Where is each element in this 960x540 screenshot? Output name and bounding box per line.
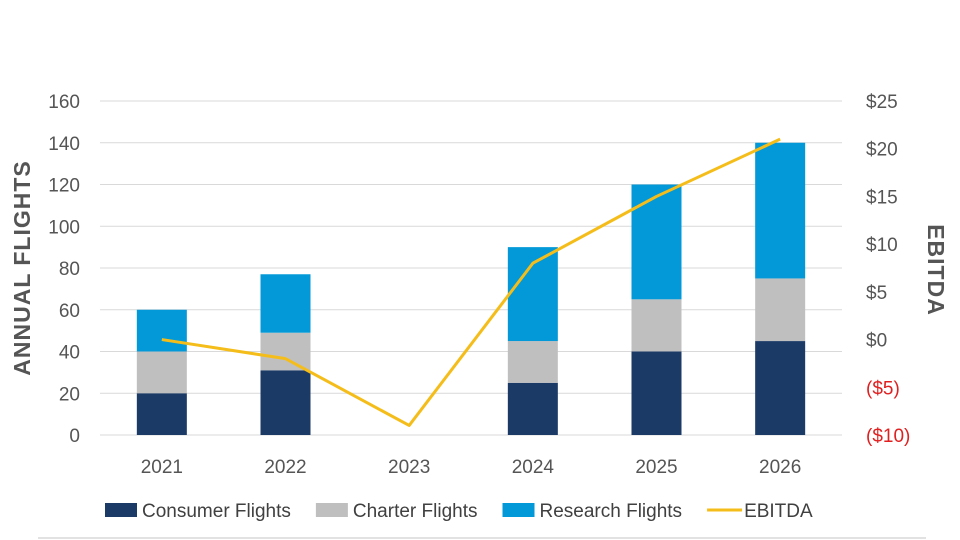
- bar-consumer-flights: [507, 382, 558, 435]
- legend-label-research-flights: Research Flights: [540, 501, 683, 522]
- legend-label-ebitda: EBITDA: [744, 501, 813, 522]
- ebitda-line: [161, 137, 781, 427]
- legend-swatch-charter-flights: [315, 503, 348, 517]
- right-tick-label: ($5): [866, 378, 900, 399]
- bar-consumer-flights: [136, 393, 187, 435]
- y-tick-label: 80: [59, 259, 80, 280]
- bar-charter-flights: [631, 299, 682, 352]
- bar-charter-flights: [507, 341, 558, 383]
- x-axis-ticks: 2021 2022 2023 2024 2025 2026: [141, 457, 802, 478]
- bar-research-flights: [755, 142, 806, 279]
- bar-research-flights: [507, 247, 558, 342]
- bar-research-flights: [631, 184, 682, 300]
- x-tick-label: 2022: [264, 457, 306, 478]
- right-tick-label: $0: [866, 331, 887, 352]
- right-tick-label: $10: [866, 235, 898, 256]
- legend-swatch-consumer-flights: [105, 503, 137, 517]
- legend-label-charter-flights: Charter Flights: [353, 501, 478, 522]
- right-tick-label: $15: [866, 187, 898, 208]
- right-axis-ticks: ($10) ($5) $0 $5 $10 $15 $20 $25: [866, 92, 910, 447]
- right-tick-label: ($10): [866, 426, 910, 447]
- right-tick-label: $25: [866, 92, 898, 113]
- y-tick-label: 160: [48, 92, 80, 113]
- bar-consumer-flights: [755, 341, 806, 435]
- y-tick-label: 0: [69, 426, 80, 447]
- y-tick-label: 20: [59, 384, 80, 405]
- bar-research-flights: [260, 274, 311, 333]
- y-tick-label: 140: [48, 134, 80, 155]
- bar-consumer-flights: [631, 351, 682, 435]
- y-tick-label: 60: [59, 301, 80, 322]
- ebitda-line-layer: [161, 137, 781, 427]
- y-tick-label: 100: [48, 217, 80, 238]
- x-tick-label: 2026: [759, 457, 801, 478]
- right-tick-label: $20: [866, 140, 898, 161]
- y-tick-label: 120: [48, 176, 80, 197]
- bar-charter-flights: [260, 332, 311, 371]
- left-axis-ticks: 0 20 40 60 80 100 120 140 160: [48, 92, 80, 447]
- right-tick-label: $5: [866, 283, 887, 304]
- y-tick-label: 40: [59, 343, 80, 364]
- bar-consumer-flights: [260, 370, 311, 435]
- legend: Consumer Flights Charter Flights Research …: [105, 501, 813, 522]
- x-tick-label: 2021: [141, 457, 183, 478]
- bar-charter-flights: [136, 351, 187, 394]
- legend-swatch-research-flights: [502, 503, 535, 517]
- bars: [136, 142, 806, 435]
- legend-label-consumer-flights: Consumer Flights: [142, 501, 291, 522]
- x-tick-label: 2024: [512, 457, 555, 478]
- bar-charter-flights: [755, 278, 806, 342]
- x-tick-label: 2025: [635, 457, 677, 478]
- x-tick-label: 2023: [388, 457, 430, 478]
- gridlines: [100, 100, 842, 436]
- bar-research-flights: [136, 309, 187, 352]
- right-axis-title: EBITDA: [923, 224, 949, 316]
- y-axis-title: ANNUAL FLIGHTS: [9, 160, 35, 375]
